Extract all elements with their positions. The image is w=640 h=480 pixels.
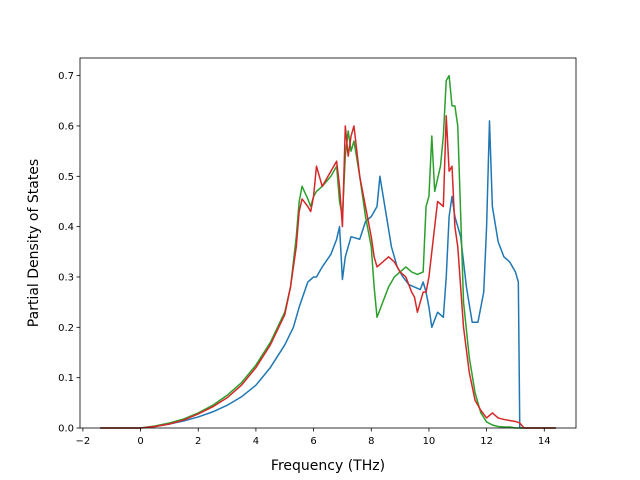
y-axis-title: Partial Density of States: [26, 159, 42, 327]
plot-area: [80, 58, 576, 428]
y-tick-label: 0.2: [58, 323, 74, 334]
y-tick-label: 0.5: [58, 172, 74, 183]
x-tick-label: −2: [76, 436, 91, 447]
series-line-1: [100, 120, 556, 429]
y-tick-label: 0.1: [58, 373, 74, 384]
x-tick-label: 14: [538, 436, 551, 447]
y-tick-label: 0.7: [58, 71, 74, 82]
x-tick-label: 2: [195, 436, 201, 447]
x-tick-label: 0: [137, 436, 143, 447]
series-line-2: [100, 74, 556, 429]
x-tick-label: 8: [368, 436, 374, 447]
x-tick-label: 4: [253, 436, 259, 447]
y-tick-label: 0.6: [58, 121, 74, 132]
x-tick-label: 12: [480, 436, 493, 447]
series-lines: [100, 74, 556, 429]
series-line-3: [100, 115, 556, 429]
axes-frame: [79, 57, 577, 429]
x-axis-title: Frequency (THz): [271, 458, 385, 474]
x-tick-label: 6: [310, 436, 316, 447]
y-tick-label: 0.0: [58, 424, 74, 435]
x-tick-label: 10: [423, 436, 436, 447]
x-axis: −2 0 2 4 6 8 10 12 14: [76, 428, 551, 447]
y-axis: 0.0 0.1 0.2 0.3 0.4 0.5 0.6 0.7: [58, 71, 80, 435]
y-tick-label: 0.3: [58, 272, 74, 283]
y-tick-label: 0.4: [58, 222, 74, 233]
